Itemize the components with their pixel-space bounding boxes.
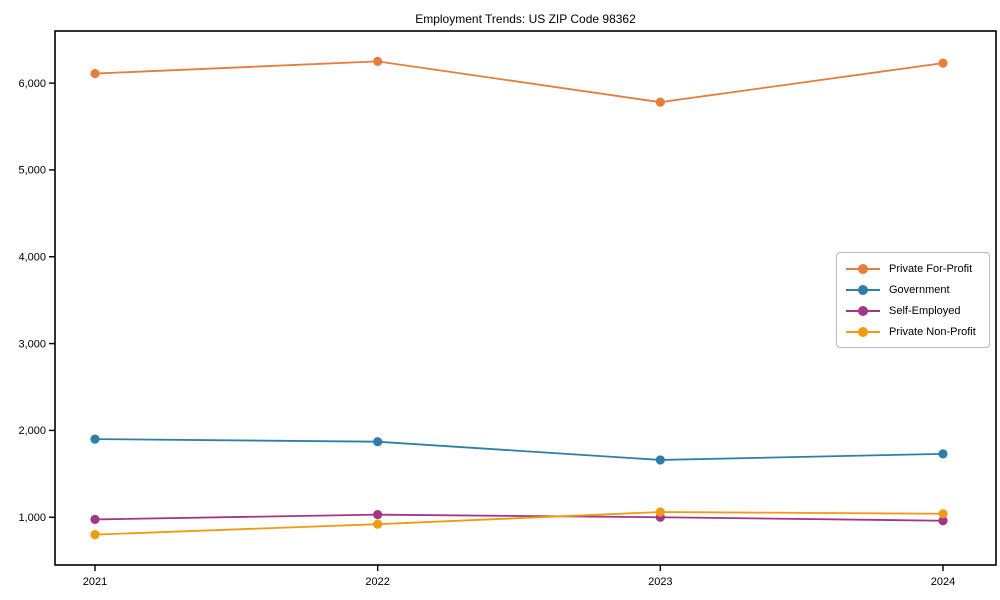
legend-item: Private Non-Profit xyxy=(846,322,980,342)
data-point xyxy=(938,58,948,68)
data-point xyxy=(373,510,383,520)
series-private-non-profit xyxy=(90,507,948,540)
x-tick-label: 2022 xyxy=(365,576,389,588)
y-tick-label: 2,000 xyxy=(18,425,46,437)
series-line xyxy=(94,60,944,104)
data-point xyxy=(938,449,948,459)
data-point xyxy=(90,530,100,540)
data-point xyxy=(938,516,948,526)
data-point xyxy=(373,56,383,66)
data-point xyxy=(938,509,948,519)
data-point xyxy=(90,434,100,444)
plot-border xyxy=(54,30,997,566)
legend-label: Private For-Profit xyxy=(889,262,973,275)
legend-label: Private Non-Profit xyxy=(889,325,976,338)
legend-line-marker-icon xyxy=(846,263,880,274)
legend-dot-icon xyxy=(858,284,868,295)
series-government xyxy=(90,434,948,465)
legend-line-marker-icon xyxy=(846,305,880,316)
y-axis: 1,000 2,000 3,000 4,000 5,000 6,000 xyxy=(18,78,55,524)
x-axis: 2021 2022 2023 2024 xyxy=(83,565,955,588)
legend-line-marker-icon xyxy=(846,284,880,295)
legend-item: Self-Employed xyxy=(846,301,980,321)
legend-item: Private For-Profit xyxy=(846,259,980,279)
series-line xyxy=(94,438,944,461)
chart-legend: Private For-Profit Government Self-Employe… xyxy=(836,252,990,348)
x-tick-label: 2021 xyxy=(83,576,107,588)
legend-item: Government xyxy=(846,280,980,300)
series-private-for-profit xyxy=(90,56,948,107)
chart-title: Employment Trends: US ZIP Code 98362 xyxy=(415,12,636,26)
data-point xyxy=(373,437,383,447)
y-tick-label: 6,000 xyxy=(18,78,46,90)
legend-dot-icon xyxy=(858,326,868,337)
data-point xyxy=(90,68,100,79)
data-point xyxy=(655,455,665,465)
data-point xyxy=(373,519,383,529)
series-line xyxy=(94,513,944,522)
y-tick-label: 3,000 xyxy=(18,338,46,350)
data-point xyxy=(90,514,100,525)
legend-dot-icon xyxy=(858,305,868,316)
x-tick-label: 2024 xyxy=(931,576,955,588)
legend-label: Self-Employed xyxy=(889,304,961,317)
legend-label: Government xyxy=(889,283,950,296)
x-tick-label: 2023 xyxy=(648,576,672,588)
y-tick-label: 5,000 xyxy=(18,165,46,177)
y-tick-label: 1,000 xyxy=(18,512,46,524)
y-tick-label: 4,000 xyxy=(18,251,46,263)
series-self-employed xyxy=(90,510,948,526)
legend-line-marker-icon xyxy=(846,326,880,337)
data-point xyxy=(655,97,665,107)
legend-dot-icon xyxy=(858,263,868,274)
data-point xyxy=(655,507,665,517)
series-line xyxy=(94,511,944,536)
